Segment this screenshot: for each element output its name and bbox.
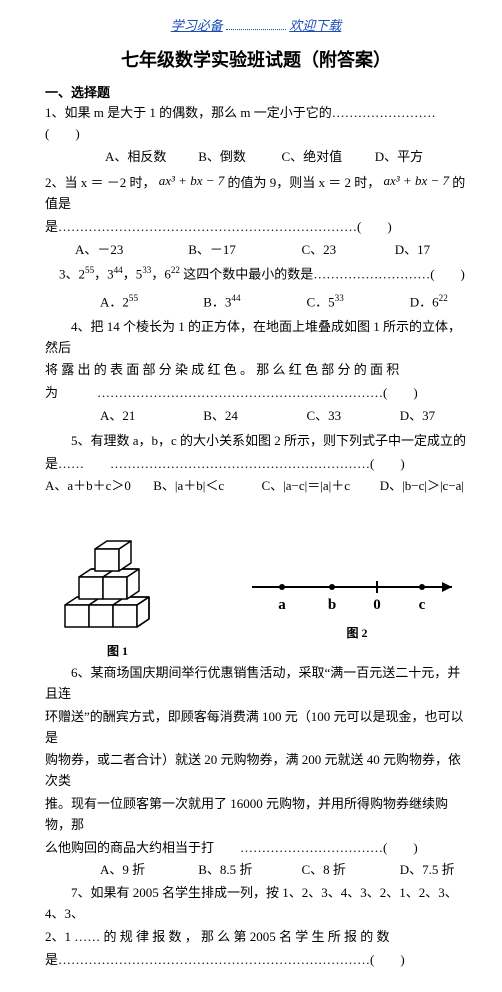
question-5-line1: 5、有理数 a，b，c 的大小关系如图 2 所示，则下列式子中一定成立的 — [45, 431, 467, 452]
q5-option-d: D、|b−c|＞|c−a| — [380, 476, 464, 497]
q6-option-c: C、8 折 — [302, 860, 397, 881]
q3-option-c: C．533 — [307, 291, 407, 313]
section-1-heading: 一、选择题 — [45, 82, 467, 101]
q5-option-b: B、|a＋b|＜c — [153, 476, 258, 497]
q4-option-d: D、37 — [400, 406, 435, 427]
q4-options: A、21 B、24 C、33 D、37 — [45, 406, 467, 427]
figures-row: 图 1 a b 0 c 图 2 — [45, 505, 467, 659]
q6-option-b: B、8.5 折 — [198, 860, 298, 881]
number-line-icon: a b 0 c — [247, 567, 467, 617]
figure-1-caption: 图 1 — [45, 642, 190, 659]
question-4-line2: 将 露 出 的 表 面 部 分 染 成 红 色 。 那 么 红 色 部 分 的 … — [45, 360, 467, 381]
q5-option-a: A、a＋b＋c＞0 — [45, 476, 150, 497]
nl-a: a — [278, 597, 286, 613]
question-4-line1: 4、把 14 个棱长为 1 的正方体，在地面上堆叠成如图 1 所示的立体，然后 — [45, 317, 467, 359]
question-4-line3: 为 …………………………………………………………( ) — [45, 383, 467, 404]
nl-0: 0 — [373, 597, 381, 613]
q2-expr2: ax³ + bx − 7 — [384, 173, 449, 188]
q3-option-b: B．344 — [203, 291, 303, 313]
q1-options: A、相反数 B、倒数 C、绝对值 D、平方 — [45, 147, 467, 168]
question-6-line4: 推。现有一位顾客第一次就用了 16000 元购物，并用所得购物券继续购物，那 — [45, 794, 467, 836]
document-title: 七年级数学实验班试题（附答案） — [45, 46, 467, 72]
question-6-line3: 购物券，或二者合计）就送 20 元购物券，满 200 元就送 40 元购物券，依… — [45, 750, 467, 792]
question-3: 3、255，344，533，622 这四个数中最小的数是………………………( ) — [45, 263, 467, 285]
q6-option-d: D、7.5 折 — [400, 860, 455, 881]
q1-option-a: A、相反数 — [105, 147, 195, 168]
nl-c: c — [419, 597, 426, 613]
q4-option-b: B、24 — [203, 406, 303, 427]
q5-option-c: C、|a−c|＝|a|＋c — [262, 476, 377, 497]
q1-stem: 1、如果 m 是大于 1 的偶数，那么 m 一定小于它的……………………( ) — [45, 105, 436, 141]
question-2: 2、当 x ＝ －2 时， ax³ + bx − 7 的值为 9，则当 x ＝ … — [45, 173, 467, 215]
q2-options: A、－23 B、－17 C、23 D、17 — [45, 240, 467, 261]
figure-2-caption: 图 2 — [247, 624, 467, 641]
q2-option-d: D、17 — [395, 240, 430, 261]
q2-stem-a: 2、当 x ＝ －2 时， — [45, 175, 156, 190]
q1-option-b: B、倒数 — [198, 147, 278, 168]
q2-expr1: ax³ + bx − 7 — [159, 173, 224, 188]
q1-option-d: D、平方 — [375, 147, 423, 168]
q2-option-a: A、－23 — [75, 240, 185, 261]
question-7-line1: 7、如果有 2005 名学生排成一列，按 1、2、3、4、3、2、1、2、3、4… — [45, 883, 467, 925]
q2-tail: 是……………………………………………………………( ) — [45, 217, 467, 238]
question-5-line2: 是…… ……………………………………………………( ) — [45, 454, 467, 475]
q4-option-c: C、33 — [307, 406, 397, 427]
figure-2: a b 0 c 图 2 — [247, 567, 467, 641]
q2-option-b: B、－17 — [188, 240, 298, 261]
cube-stack-icon — [45, 505, 190, 635]
q6-option-a: A、9 折 — [100, 860, 195, 881]
q2-stem-b: 的值为 9，则当 x ＝ 2 时， — [228, 175, 381, 190]
question-6-line5: 么他购回的商品大约相当于打 ……………………………( ) — [45, 838, 467, 859]
nl-b: b — [328, 597, 336, 613]
header-left-link[interactable]: 学习必备 — [171, 18, 223, 33]
question-1: 1、如果 m 是大于 1 的偶数，那么 m 一定小于它的……………………( ) — [45, 103, 467, 145]
q6-options: A、9 折 B、8.5 折 C、8 折 D、7.5 折 — [45, 860, 467, 881]
q4-option-a: A、21 — [100, 406, 200, 427]
question-7-line3: 是………………………………………………………………( ) — [45, 950, 467, 971]
question-6-line1: 6、某商场国庆期间举行优惠销售活动，采取“满一百元送二十元，并且连 — [45, 663, 467, 705]
q3-option-a: A．255 — [100, 291, 200, 313]
q3-options: A．255 B．344 C．533 D．622 — [45, 291, 467, 313]
q5-options: A、a＋b＋c＞0 B、|a＋b|＜c C、|a−c|＝|a|＋c D、|b−c… — [45, 476, 467, 497]
header-spacer — [226, 29, 286, 30]
question-6-line2: 环赠送”的酬宾方式，即顾客每消费满 100 元（100 元可以是现金，也可以是 — [45, 707, 467, 749]
q2-option-c: C、23 — [302, 240, 392, 261]
q1-option-c: C、绝对值 — [282, 147, 372, 168]
q3-option-d: D．622 — [410, 291, 448, 313]
page-header: 学习必备 欢迎下载 — [45, 15, 467, 34]
header-right-link[interactable]: 欢迎下载 — [289, 18, 341, 33]
question-7-line2: 2、1 …… 的 规 律 报 数 ， 那 么 第 2005 名 学 生 所 报 … — [45, 927, 467, 948]
figure-1: 图 1 — [45, 505, 190, 659]
